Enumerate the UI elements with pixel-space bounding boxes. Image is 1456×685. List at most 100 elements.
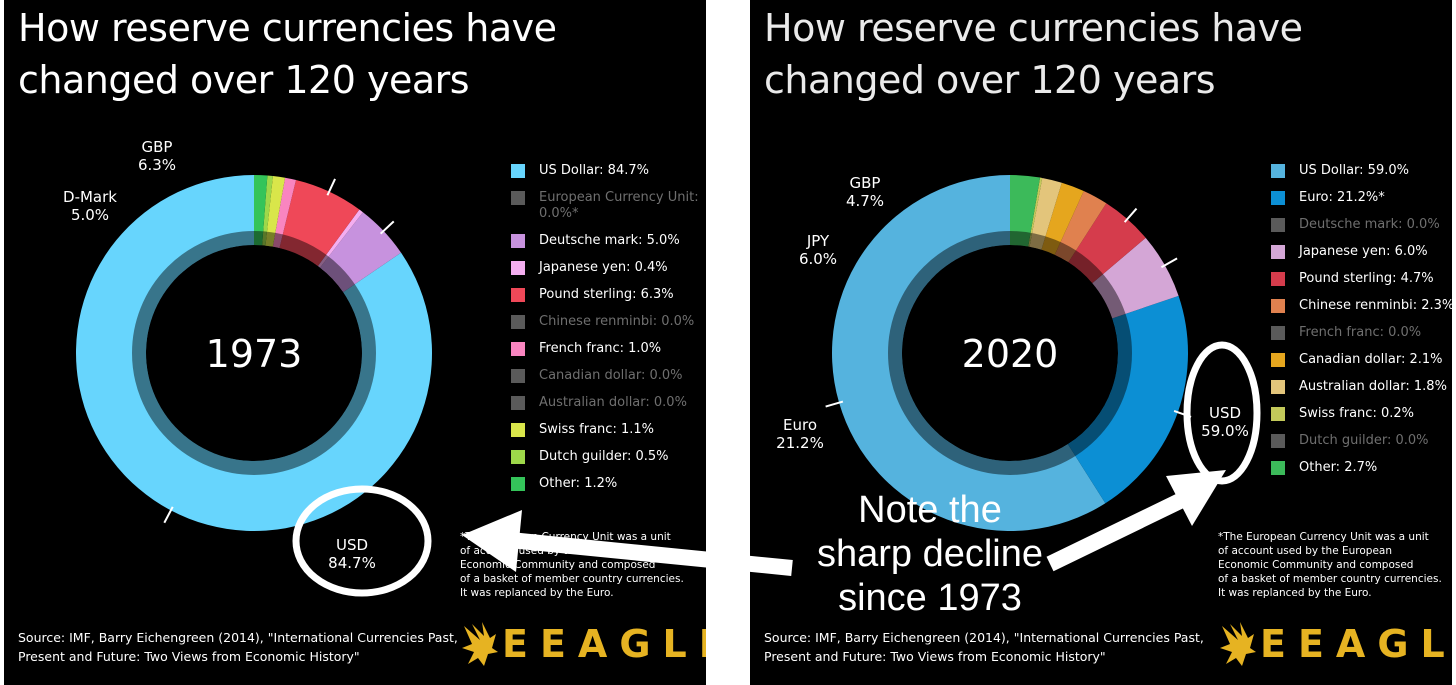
legend-swatch xyxy=(511,234,525,248)
footnote-line: It was replanced by the Euro. xyxy=(460,587,614,599)
title-line-1: How reserve currencies have xyxy=(18,6,557,50)
callout-value: 4.7% xyxy=(846,192,884,210)
source-line: Present and Future: Two Views from Econo… xyxy=(764,649,1106,664)
source-line: Present and Future: Two Views from Econo… xyxy=(18,649,360,664)
footnote-line: Economic Community and composed xyxy=(1218,559,1414,571)
callout-value: 6.3% xyxy=(138,156,176,174)
legend-label: Australian dollar: 1.8% xyxy=(1299,379,1447,394)
callout-leader-line xyxy=(326,178,336,196)
legend-swatch xyxy=(1271,380,1285,394)
legend-label: French franc: 1.0% xyxy=(539,341,662,356)
legend-item: Japanese yen: 6.0% xyxy=(1271,244,1452,260)
legend-item: Swiss franc: 1.1% xyxy=(511,422,701,438)
legend-label: Canadian dollar: 0.0% xyxy=(539,368,683,383)
legend-item: Deutsche mark: 0.0% xyxy=(1271,217,1452,233)
inner-ring xyxy=(132,231,376,475)
legend-item: Deutsche mark: 5.0% xyxy=(511,233,701,249)
legend-item: Chinese renminbi: 0.0% xyxy=(511,314,701,330)
note-line: Note the xyxy=(858,489,1002,531)
slice-canadian-dollar xyxy=(1041,182,1084,255)
callout-leader-line xyxy=(1123,207,1138,223)
legend-label: Swiss franc: 1.1% xyxy=(539,422,654,437)
chart-panel-1973: How reserve currencies have changed over… xyxy=(4,0,706,685)
legend-item: Euro: 21.2%* xyxy=(1271,190,1452,206)
legend-label: Chinese renminbi: 0.0% xyxy=(539,314,695,329)
legend-swatch xyxy=(511,450,525,464)
note-line: since 1973 xyxy=(838,577,1022,619)
legend-swatch xyxy=(511,261,525,275)
legend-swatch xyxy=(511,423,525,437)
note-line: sharp decline xyxy=(816,533,1044,575)
legend-item: French franc: 0.0% xyxy=(1271,325,1452,341)
legend-item: Other: 2.7% xyxy=(1271,460,1452,476)
source-line: Source: IMF, Barry Eichengreen (2014), "… xyxy=(764,630,1204,645)
legend-label: Swiss franc: 0.2% xyxy=(1299,406,1414,421)
source-citation: Source: IMF, Barry Eichengreen (2014), "… xyxy=(764,628,1204,666)
legend-item: Australian dollar: 1.8% xyxy=(1271,379,1452,395)
footnote-line: *The European Currency Unit was a unit xyxy=(1218,531,1429,543)
legend-label: Pound sterling: 6.3% xyxy=(539,287,674,302)
title-line-2: changed over 120 years xyxy=(764,58,1216,102)
slice-other xyxy=(254,175,268,246)
legend-label: Chinese renminbi: 2.3% xyxy=(1299,298,1452,313)
legend-swatch xyxy=(511,191,525,205)
slice-japanese-yen xyxy=(1092,237,1179,319)
legend-item: Other: 1.2% xyxy=(511,476,701,492)
legend-item: Dutch guilder: 0.5% xyxy=(511,449,701,465)
title-line-1: How reserve currencies have xyxy=(764,6,1303,50)
legend-label: Canadian dollar: 2.1% xyxy=(1299,352,1443,367)
title-line-2: changed over 120 years xyxy=(18,58,470,102)
legend-swatch xyxy=(511,315,525,329)
slice-swiss-franc xyxy=(1028,177,1043,247)
brand-logo: EEAGLI xyxy=(458,618,706,670)
legend-label: Dutch guilder: 0.5% xyxy=(539,449,669,464)
brand-logo: EEAGLI xyxy=(1216,618,1452,670)
callout-label: GBP xyxy=(142,138,173,156)
callout-value: 6.0% xyxy=(799,250,837,268)
legend-item: Dutch guilder: 0.0% xyxy=(1271,433,1452,449)
callout-leader-line xyxy=(825,400,844,408)
legend-2020: US Dollar: 59.0% Euro: 21.2%* Deutsche mar… xyxy=(1271,163,1452,487)
slice-pound-sterling xyxy=(279,180,360,266)
legend-item: French franc: 1.0% xyxy=(511,341,701,357)
legend-swatch xyxy=(1271,164,1285,178)
callout-label: USD xyxy=(336,536,368,554)
legend-label: US Dollar: 59.0% xyxy=(1299,163,1409,178)
legend-swatch xyxy=(1271,299,1285,313)
legend-item: Swiss franc: 0.2% xyxy=(1271,406,1452,422)
legend-label: European Currency Unit: 0.0%* xyxy=(539,190,699,221)
legend-1973: US Dollar: 84.7% European Currency Unit: … xyxy=(511,163,701,503)
footnote: *The European Currency Unit was a unit o… xyxy=(1218,530,1442,600)
arrow-left-head xyxy=(462,510,522,572)
center-year-label: 2020 xyxy=(962,332,1059,376)
legend-item: Japanese yen: 0.4% xyxy=(511,260,701,276)
slice-chinese-renminbi xyxy=(1054,191,1107,263)
source-citation: Source: IMF, Barry Eichengreen (2014), "… xyxy=(18,628,458,666)
legend-swatch xyxy=(1271,461,1285,475)
usd-highlight-circle-2020 xyxy=(1183,341,1261,485)
usd-highlight-circle-1973 xyxy=(292,485,432,597)
legend-label: Dutch guilder: 0.0% xyxy=(1299,433,1429,448)
legend-item: Australian dollar: 0.0% xyxy=(511,395,701,411)
arrow-left-shaft xyxy=(509,532,793,576)
legend-item: Canadian dollar: 0.0% xyxy=(511,368,701,384)
legend-label: Japanese yen: 0.4% xyxy=(539,260,668,275)
callout-label: D-Mark xyxy=(63,188,117,206)
legend-swatch xyxy=(1271,272,1285,286)
legend-label: Pound sterling: 4.7% xyxy=(1299,271,1434,286)
eagle-logo-icon xyxy=(462,622,498,666)
source-line: Source: IMF, Barry Eichengreen (2014), "… xyxy=(18,630,458,645)
legend-swatch xyxy=(1271,245,1285,259)
callout-leader-line xyxy=(1160,257,1178,269)
slice-us-dollar xyxy=(832,175,1106,531)
slice-australian-dollar xyxy=(1029,177,1062,250)
legend-label: Other: 2.7% xyxy=(1299,460,1378,475)
legend-swatch xyxy=(1271,434,1285,448)
arrow-right-head xyxy=(1166,470,1226,526)
footnote-line: It was replanced by the Euro. xyxy=(1218,587,1372,599)
callout-label: USD xyxy=(1209,404,1241,422)
legend-swatch xyxy=(1271,191,1285,205)
